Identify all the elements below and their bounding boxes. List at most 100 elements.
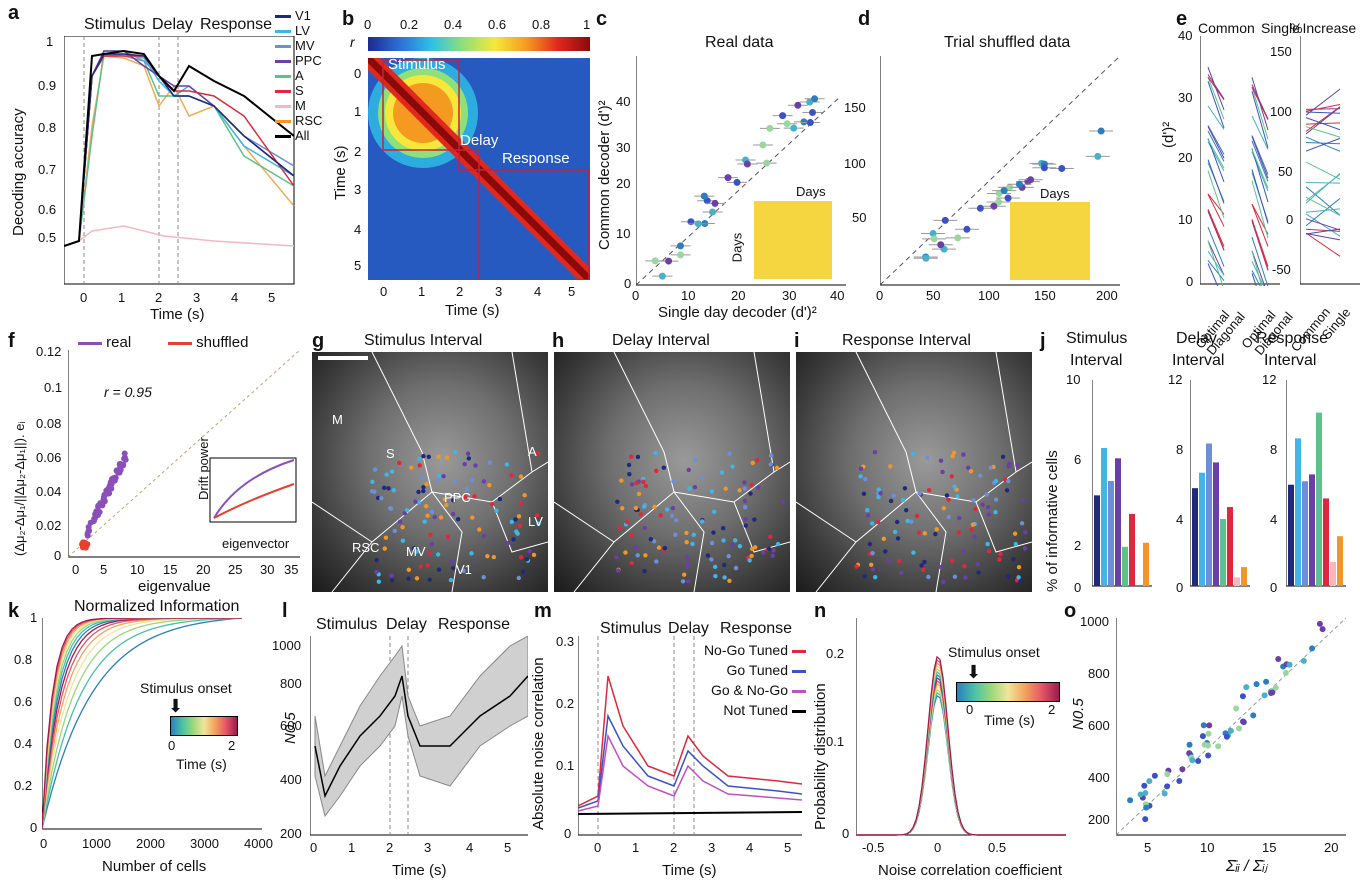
cell-dot (404, 507, 410, 513)
cell-dot (780, 499, 785, 505)
d-point (1006, 183, 1014, 191)
cell-dot (473, 463, 478, 468)
c-inset-ylabel: Days (729, 232, 745, 263)
c-point (806, 118, 814, 126)
f-xtick: 30 (260, 562, 275, 577)
k-ytick: 0.2 (14, 778, 33, 793)
l-xtick: 4 (466, 840, 474, 855)
cell-dot (627, 471, 632, 477)
e-ylabel: (d')² (1160, 121, 1177, 148)
k-colorbar (170, 716, 238, 736)
cell-dot (382, 485, 387, 491)
o-plot (1116, 618, 1346, 836)
cell-dot (685, 579, 691, 584)
c-xtick: 0 (632, 288, 640, 303)
d-point (1015, 180, 1023, 188)
f-point-real (113, 467, 120, 474)
c-ylabel: Common decoder (d')² (596, 100, 613, 250)
cell-dot (509, 473, 514, 478)
panel-letter-c: c (596, 8, 608, 30)
d-point (963, 225, 971, 233)
cell-dot (747, 558, 752, 563)
c-point (800, 118, 808, 126)
j-ytick: 0 (1270, 580, 1278, 595)
e-increase-line (1305, 108, 1341, 110)
k-ytick: 0.4 (14, 736, 33, 751)
c-xlabel: Single day decoder (d')² (658, 304, 817, 321)
f-point-real (122, 456, 129, 463)
cell-dot (466, 456, 472, 461)
cell-dot (854, 564, 859, 569)
n-cbar-label: Time (s) (984, 712, 1035, 728)
f-point-shuffled (82, 540, 89, 547)
h-brain-image (554, 352, 790, 592)
b-box-stimulus: Stimulus (388, 56, 446, 73)
cell-dot (518, 555, 524, 560)
j-bar (1234, 577, 1240, 586)
cell-dot (980, 502, 985, 507)
cell-dot (518, 474, 524, 479)
cell-dot (971, 498, 976, 503)
cell-dot (737, 543, 743, 549)
o-point (1201, 741, 1208, 748)
e-pair-line (1207, 260, 1225, 281)
d-point (1004, 194, 1012, 202)
o-xtick: 5 (1144, 840, 1152, 855)
f-legend-shuffled: shuffled (168, 334, 248, 351)
d-xtick: 150 (1034, 288, 1056, 303)
o-point (1205, 730, 1212, 737)
c-point (759, 141, 767, 149)
cell-dot (975, 562, 980, 567)
e-ytick: 0 (1186, 274, 1194, 289)
f-xtick: 10 (130, 562, 145, 577)
e-increase-line (1305, 213, 1341, 237)
cell-dot (965, 465, 971, 471)
cell-dot (985, 541, 990, 547)
f-ytick: 0.04 (36, 484, 62, 499)
cell-dot (633, 545, 639, 550)
a-legend-item: M (275, 98, 345, 113)
d-plot (880, 56, 1120, 286)
d-inset-title: Days (1040, 186, 1070, 201)
cell-dot (641, 476, 646, 482)
b-ytick: 0 (354, 66, 362, 81)
i-brain-image (796, 352, 1032, 592)
m-ytick: 0.1 (556, 758, 575, 773)
cell-dot (752, 545, 758, 550)
g-area-a: A (528, 444, 537, 459)
cell-dot (411, 546, 417, 551)
e-pair-line (1207, 240, 1224, 286)
cell-dot (386, 486, 391, 491)
e-pair-line (1207, 209, 1225, 250)
e-pair-line (1251, 140, 1269, 182)
cell-dot (1013, 541, 1018, 547)
cell-dot (895, 536, 901, 541)
j-bar (1330, 561, 1336, 586)
e-ytick: 100 (1270, 104, 1292, 119)
e-increase-line (1305, 182, 1341, 184)
cell-dot (469, 551, 474, 556)
a-xtick: 2 (155, 290, 163, 305)
cell-dot (504, 462, 510, 467)
cell-dot (1005, 574, 1011, 579)
j-bar (1295, 438, 1301, 586)
o-point (1176, 777, 1183, 784)
j-bar (1122, 546, 1128, 586)
cell-dot (721, 538, 726, 543)
d-point (1000, 187, 1008, 195)
n-cbar-tick: 2 (1048, 702, 1056, 717)
j-bars-delay (1190, 380, 1250, 587)
a-epoch-delay: Delay (152, 16, 193, 33)
a-legend-item: A (275, 68, 345, 83)
j-bar (1288, 484, 1294, 586)
o-point (1189, 757, 1196, 764)
d-point (922, 254, 930, 262)
a-ylabel: Decoding accuracy (10, 108, 27, 236)
d-point (1040, 164, 1048, 172)
cell-dot (635, 454, 641, 460)
e-pair-line (1251, 169, 1269, 224)
l-xtick: 2 (386, 840, 394, 855)
d-point (995, 198, 1003, 206)
b-xtick: 2 (456, 284, 464, 299)
g-area-m: M (332, 412, 343, 427)
